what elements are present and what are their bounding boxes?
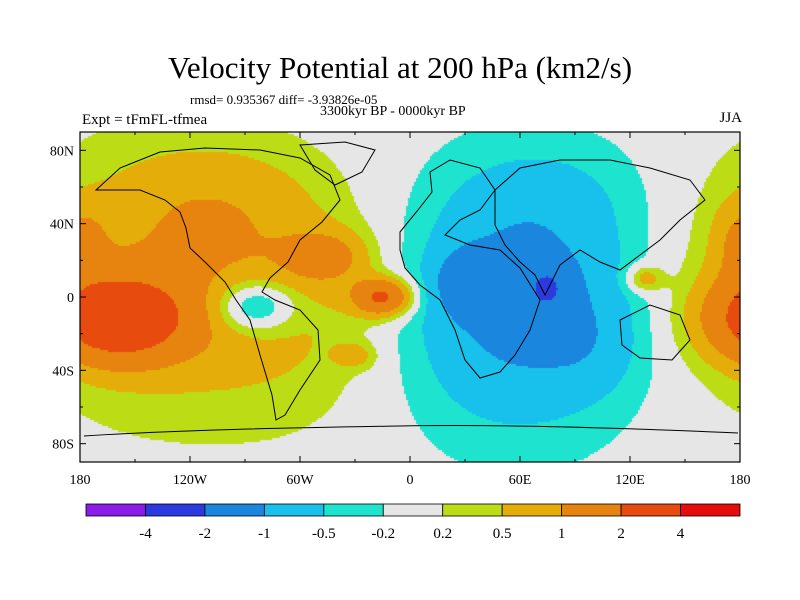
colorbar-label: -2 [199,526,212,542]
colorbar-swatch [323,503,384,517]
colorbar-label: -1 [258,526,271,542]
colorbar-label: 0.5 [493,526,512,542]
colorbar-label: 4 [677,526,685,542]
colorbar-label: -0.2 [371,526,395,542]
colorbar-label: 2 [617,526,625,542]
period-label: 3300kyr BP - 0000kyr BP [320,104,466,119]
stats-line: rmsd= 0.935367 diff= -3.93826e-05 [190,92,378,107]
colorbar-swatch [145,503,206,517]
colorbar-swatch [561,503,622,517]
colorbar-swatch [85,503,146,517]
colorbar-swatch [263,503,325,517]
colorbar-label: 0.2 [433,526,452,542]
colorbar-swatch [442,503,503,517]
season-label: JJA [719,110,742,126]
colorbar-label: 1 [558,526,566,542]
colorbar-swatch [680,503,741,517]
colorbar-swatch [382,503,444,517]
colorbar-label: -0.5 [312,526,336,542]
experiment-label: Expt = tFmFL-tfmea [82,112,208,128]
colorbar-swatch [620,503,681,517]
chart-title: Velocity Potential at 200 hPa (km2/s) [167,50,633,85]
colorbar-label: -4 [139,526,152,542]
colorbar-swatch [204,503,265,517]
colorbar-swatch [501,503,563,517]
